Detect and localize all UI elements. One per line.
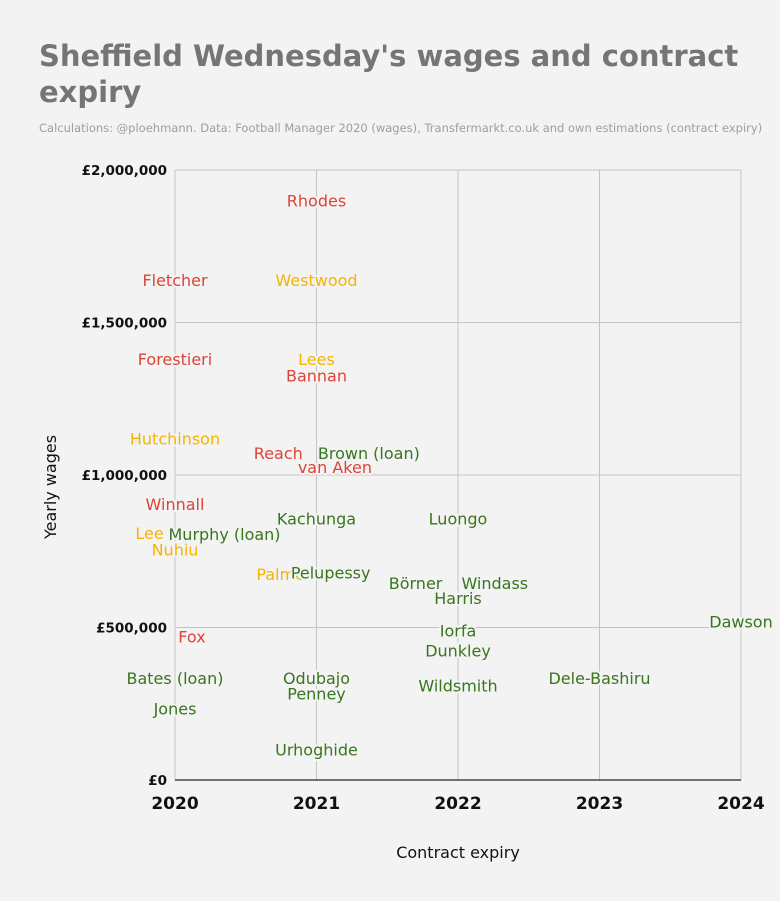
point-label: Iorfa: [440, 622, 477, 641]
point-label: Windass: [461, 574, 528, 593]
point-label: Dunkley: [425, 641, 491, 660]
point-label: Urhoghide: [275, 741, 358, 760]
point-label: Penney: [287, 685, 346, 704]
point-label: Lee: [135, 524, 163, 543]
y-tick-label: £0: [148, 773, 167, 789]
point-label: Bates (loan): [127, 669, 224, 688]
y-tick-label: £1,000,000: [82, 468, 167, 484]
data-labels: Rhodes Fletcher Westwood Forestieri LeesBann…: [125, 190, 775, 762]
x-tick-label: 2023: [576, 794, 623, 814]
grid-lines: [174, 169, 742, 780]
point-label: Lees: [298, 350, 335, 369]
point-label: Kachunga: [277, 510, 356, 529]
point-label: Odubajo: [283, 669, 350, 688]
x-tick-label: 2020: [151, 794, 198, 814]
point-label: Reach: [254, 444, 303, 463]
point-label: Fletcher: [142, 271, 208, 290]
point-label: Murphy (loan): [169, 525, 281, 544]
axes: £0 £500,000 £1,000,000 £1,500,000 £2,000,000…: [82, 163, 765, 814]
x-tick-label: 2022: [434, 794, 481, 814]
y-tick-label: £1,500,000: [82, 316, 167, 332]
point-label: Hutchinson: [130, 429, 220, 448]
y-axis-label: Yearly wages: [41, 435, 60, 540]
point-label: Westwood: [275, 271, 357, 290]
y-tick-label: £500,000: [96, 621, 167, 637]
point-label: Pelupessy: [291, 564, 371, 583]
point-label: Dele-Bashiru: [548, 669, 650, 688]
point-label: Palmer: [256, 565, 312, 584]
chart-subtitle: Calculations: @ploehmann. Data: Football…: [39, 121, 763, 135]
point-label: Brown (loan): [318, 444, 420, 463]
point-label: Winnall: [146, 495, 205, 514]
point-label: Fox: [178, 628, 205, 647]
point-label: Forestieri: [138, 350, 212, 369]
x-tick-label: 2024: [717, 794, 764, 814]
x-tick-label: 2021: [293, 794, 340, 814]
y-tick-label: £2,000,000: [82, 163, 167, 179]
point-label: Luongo: [429, 510, 488, 529]
point-label: Rhodes: [287, 192, 346, 211]
point-label: Dawson: [709, 612, 772, 631]
point-label: Wildsmith: [418, 676, 497, 695]
point-label: Jones: [153, 699, 197, 718]
point-label: Harris: [434, 589, 482, 608]
chart-title: Sheffield Wednesday's wages and contract…: [39, 39, 739, 109]
x-axis-label: Contract expiry: [396, 843, 520, 862]
point-label: Nuhiu: [152, 541, 199, 560]
point-label: Börner: [389, 574, 443, 593]
point-label: Bannan: [286, 366, 347, 385]
point-label: van Aken: [298, 458, 372, 477]
